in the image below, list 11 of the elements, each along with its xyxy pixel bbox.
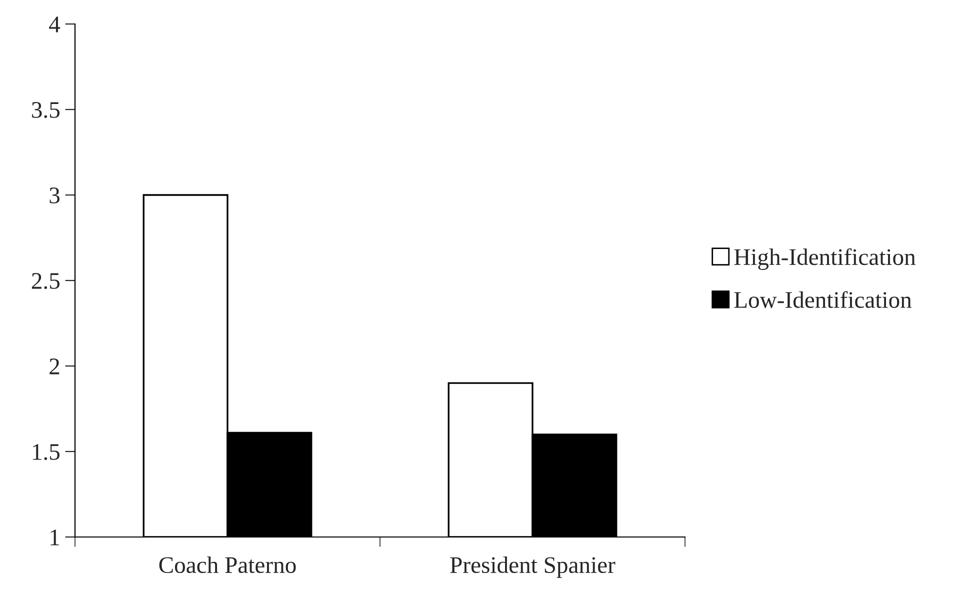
y-tick-label: 3	[50, 188, 60, 204]
y-tick-label: 3.5	[32, 102, 60, 118]
y-tick-label: 1	[50, 530, 59, 546]
x-tick-label: Coach Paterno	[159, 556, 296, 574]
x-tick-label: President Spanier	[450, 556, 616, 578]
y-tick-label: 4	[49, 16, 60, 32]
legend-label: High-Identification	[734, 248, 916, 270]
y-tick-label: 2.5	[32, 273, 60, 290]
y-tick-label: 1.5	[32, 444, 60, 460]
legend-label: Low-Identification	[734, 291, 912, 308]
y-tick-label: 2	[50, 358, 60, 374]
